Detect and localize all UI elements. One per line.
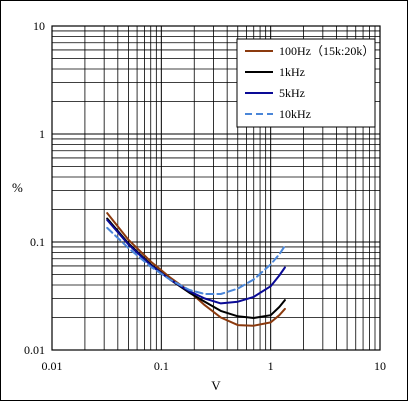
x-tick-label: 1 — [268, 359, 274, 373]
legend-label: 5kHz — [279, 86, 305, 100]
series-line — [106, 226, 286, 295]
y-tick-label: 0.1 — [30, 235, 45, 249]
series-line — [106, 212, 286, 327]
y-tick-label: 1 — [39, 127, 45, 141]
series-line — [106, 219, 286, 305]
legend-label: 10kHz — [279, 107, 311, 121]
tick-labels: 0.01 0.1 1 10 0.01 0.1 1 10 — [24, 19, 386, 373]
plot-border — [51, 25, 381, 351]
y-axis-label: % — [12, 180, 23, 195]
x-axis-label: V — [211, 378, 221, 393]
y-tick-label: 10 — [33, 19, 45, 33]
x-tick-label: 10 — [374, 359, 386, 373]
x-tick-label: 0.1 — [154, 359, 169, 373]
y-tick-label: 0.01 — [24, 343, 45, 357]
x-tick-label: 0.01 — [42, 359, 63, 373]
legend-label: 1kHz — [279, 65, 305, 79]
series-group — [106, 212, 286, 327]
legend-label: 100Hz（15k:20k） — [279, 44, 374, 58]
legend: 100Hz（15k:20k） 1kHz 5kHz 10kHz — [236, 38, 376, 128]
legend-box — [236, 38, 376, 128]
